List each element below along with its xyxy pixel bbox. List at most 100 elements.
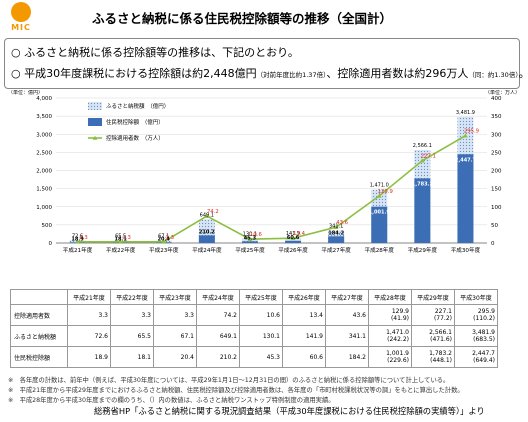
y-right-unit: （単位：万人）: [485, 90, 520, 96]
table-header-text: 平成27年度: [331, 294, 363, 302]
label-koujo: 18.9: [71, 236, 84, 242]
label-persons: 74.2: [207, 209, 219, 215]
bar-koujo: [328, 236, 345, 243]
label-persons: 3.3: [166, 235, 174, 241]
table-cell-value: 43.6: [352, 311, 366, 319]
footnotes: ※ 各年度の計数は、前年中（例えば、平成30年度については、平成29年1月1日〜…: [8, 376, 464, 406]
table-header-text: 平成21年度: [73, 294, 105, 302]
legend-swatch-koujo: [88, 118, 102, 126]
label-koujo: 45.3: [244, 235, 257, 241]
table-cell-value: 1,783.2: [429, 350, 452, 357]
persons-marker: [118, 239, 123, 244]
persons-marker: [290, 235, 296, 240]
bullet-text: 。: [519, 67, 528, 80]
y-left-tick: 2,500: [36, 150, 52, 156]
bullet-mark: ○: [11, 67, 21, 80]
bullet-text: 、控除適用者数は約296万人: [326, 67, 469, 80]
persons-line-path: [77, 135, 466, 243]
persons-marker: [161, 239, 167, 244]
table-cell-value: 2,566.1: [429, 329, 452, 336]
table-header-text: 平成23年度: [159, 294, 191, 302]
y-left-tick: 3,500: [36, 114, 52, 120]
x-tick-label: 平成24年度: [192, 246, 222, 254]
table-cell-value: 20.4: [180, 353, 194, 361]
source-citation: 総務省HP「ふるさと納税に関する現況調査結果（平成30年度課税における住民税控除…: [94, 406, 485, 416]
label-koujo: 1,783.2: [412, 181, 434, 187]
table-cell: 129.9 (41.9): [368, 304, 412, 326]
table-cell-value: 3.3: [98, 311, 108, 319]
label-persons: 13.4: [293, 231, 305, 237]
bullet-text: ふるさと納税に係る控除額等の推移は、下記のとおり。: [24, 46, 299, 59]
bullet-note: （同：約1.30倍）: [468, 71, 519, 79]
bar-furusato: [285, 237, 302, 243]
table-cell: 18.9: [67, 346, 111, 368]
persons-marker: [247, 236, 253, 241]
table-cell-value: 18.9: [94, 353, 108, 361]
persons-line: [75, 133, 468, 244]
table-cell: 45.3: [239, 346, 283, 368]
x-tick-label: 平成27年度: [321, 246, 351, 254]
label-koujo: 60.6: [287, 235, 300, 241]
table-cell-onestop-value: (41.9): [390, 315, 409, 322]
footnote-1: ※ 各年度の計数は、前年中（例えば、平成30年度については、平成29年1月1日〜…: [8, 377, 450, 384]
table-header-cell: 平成29年度: [411, 289, 455, 305]
ministry-logo: MIC: [4, 2, 38, 36]
footnote-2: ※ 平成21年度から平成29年度までにおけるふるさと納税額、住民税控除額及び控除…: [8, 387, 464, 394]
y-left-tick: 3,000: [36, 132, 52, 138]
table-cell-value: 649.1: [219, 332, 237, 340]
table-cell-value: 18.1: [137, 353, 151, 361]
table-cell: 20.4: [153, 346, 197, 368]
legend-swatch-furusato: [88, 102, 102, 110]
label-persons: 3.3: [79, 235, 87, 241]
label-furusato: 341.1: [329, 224, 343, 230]
y-left-tick: 1,000: [36, 205, 52, 211]
persons-marker: [463, 133, 468, 138]
table-cell: 1,783.2 (448.1): [411, 346, 455, 368]
table-cell: 649.1: [196, 325, 240, 347]
table-row-label: 控除適用者数: [10, 304, 68, 326]
table-cell-value: 67.1: [180, 332, 194, 340]
table-cell: 13.4: [282, 304, 326, 326]
table-cell: 184.2: [325, 346, 369, 368]
y-right-tick: 250: [491, 150, 502, 156]
x-tick-label: 平成23年度: [149, 246, 179, 254]
table-cell-value: 45.3: [266, 353, 280, 361]
table-cell-value: 210.2: [219, 353, 237, 361]
table-cell-onestop-value: (649.4): [473, 357, 495, 364]
table-cell: 74.2: [196, 304, 240, 326]
table-cell: 3,481.9 (683.5): [454, 325, 498, 347]
bar-koujo: [198, 235, 215, 243]
table-cell: 10.6: [239, 304, 283, 326]
trend-chart: （単位：億円） （単位：万人） 0 0 500 50 1,000 100 1,500 150 2,0…: [8, 89, 520, 254]
table-row-label-text: ふるさと納税額: [14, 333, 57, 341]
table-row-label: ふるさと納税額: [10, 325, 68, 347]
label-koujo: 1,001.9: [369, 210, 391, 216]
table-row: ふるさと納税額 72.6 65.5 67.1 649.1 130.1 141.9 341.1 1…: [10, 325, 498, 347]
bullet-text: 平成30年度課税における控除額は約2,448億円: [24, 67, 257, 80]
table-corner-cell: [10, 289, 68, 305]
x-tick-label: 平成26年度: [278, 246, 308, 254]
y-left-tick: 2,000: [36, 169, 52, 175]
label-persons: 295.9: [464, 129, 479, 135]
table-cell-onestop-value: (77.2): [433, 315, 452, 322]
table-cell-onestop-value: (242.2): [387, 336, 409, 343]
label-furusato: 65.5: [115, 234, 126, 240]
table-cell: 141.9: [282, 325, 326, 347]
bullet-mark: ○: [11, 46, 21, 59]
table-header-cell: 平成24年度: [196, 289, 240, 305]
y-right-tick: 150: [491, 187, 502, 193]
table-header-text: 平成28年度: [374, 294, 406, 302]
table-cell-value: 295.9: [477, 308, 495, 315]
page-title: ふるさと納税に係る住民税控除額等の推移（全国計）: [92, 11, 393, 26]
label-persons: 10.6: [250, 232, 262, 238]
table-cell: 60.6: [282, 346, 326, 368]
table-cell-value: 65.5: [137, 332, 151, 340]
label-furusato: 2,566.1: [413, 143, 432, 149]
table-cell-value: 341.1: [348, 332, 366, 340]
table-header-text: 平成22年度: [116, 294, 148, 302]
label-furusato: 130.1: [243, 231, 257, 237]
label-furusato: 649.1: [200, 212, 214, 218]
x-tick-label: 平成25年度: [235, 246, 265, 254]
table-cell-value: 3,481.9: [472, 329, 495, 336]
legend: ふるさと納税額 （億円） 住民税控除額 （億円） 控除適用者数 （万人）: [88, 102, 169, 142]
